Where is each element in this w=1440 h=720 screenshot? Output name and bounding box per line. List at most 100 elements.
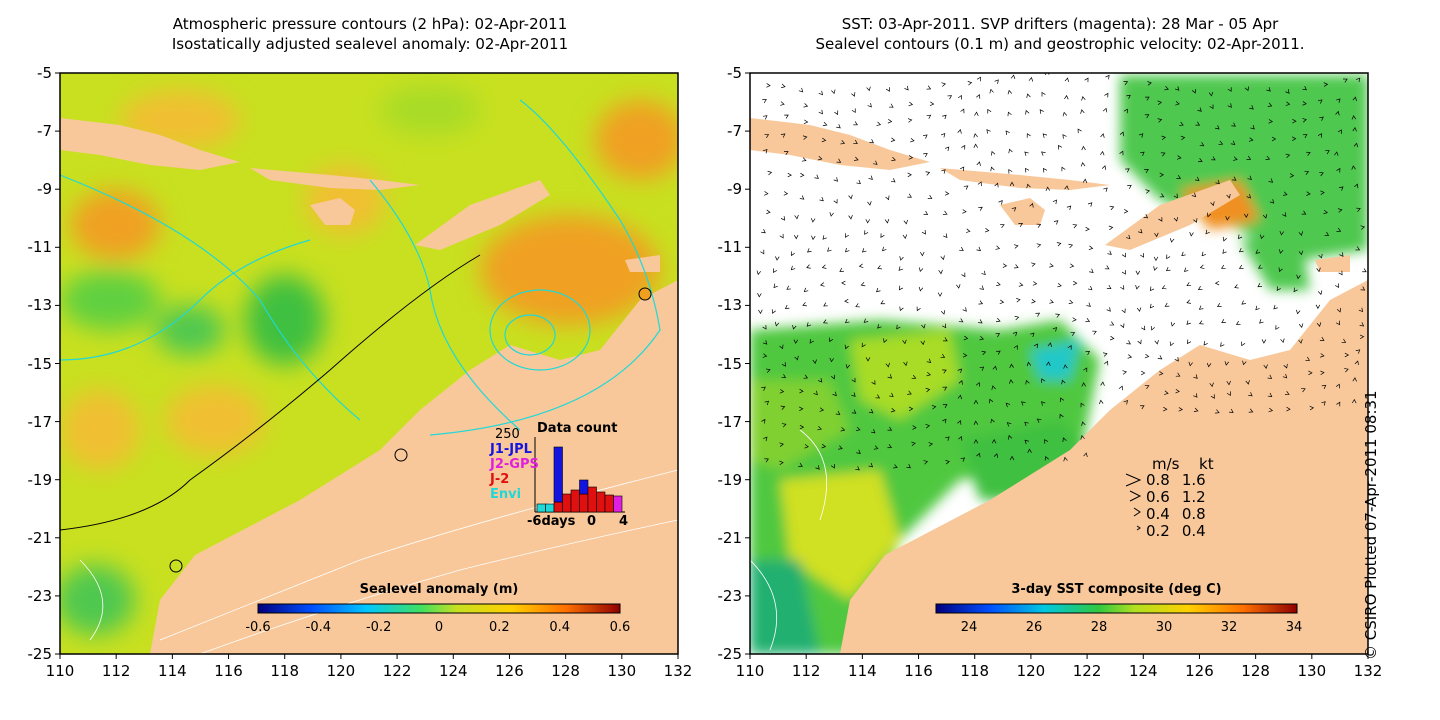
arrow-0.8	[1125, 473, 1142, 487]
lon-tick-label: 118	[270, 662, 300, 680]
velocity-vector	[1195, 121, 1201, 126]
velocity-vector	[957, 394, 963, 400]
velocity-vector	[1041, 151, 1046, 156]
small-island-land	[625, 255, 660, 272]
velocity-vector	[1080, 109, 1085, 114]
velocity-vector	[896, 324, 901, 330]
velocity-vector	[1337, 208, 1343, 213]
data-count-inset	[534, 437, 625, 513]
velocity-vector	[1149, 286, 1155, 292]
velocity-vector	[1197, 107, 1202, 112]
lon-tick-label: 132	[1353, 662, 1383, 680]
velocity-vector	[1046, 361, 1051, 366]
velocity-vector	[1062, 111, 1068, 117]
lat-tick-label: -25	[717, 645, 743, 663]
velocity-vector	[1144, 169, 1149, 173]
velocity-vector	[1354, 360, 1359, 366]
velocity-vector	[1227, 87, 1232, 92]
velocity-vector	[787, 172, 792, 178]
velocity-vector	[1194, 176, 1200, 182]
velocity-vector	[1234, 284, 1239, 289]
velocity-vector	[1211, 156, 1216, 161]
lat-tick-label: -23	[27, 586, 53, 605]
sst-colorbar-tick: 24	[960, 620, 978, 635]
velocity-vector	[803, 374, 809, 379]
velocity-vector	[1227, 103, 1232, 108]
velocity-vector	[1009, 181, 1015, 187]
velocity-vector	[1188, 361, 1193, 367]
velocity-vector	[960, 457, 966, 462]
velocity-vector	[1145, 189, 1151, 194]
velocity-vector	[1193, 218, 1198, 223]
velocity-vector	[775, 256, 780, 261]
velocity-vector	[899, 306, 904, 312]
velocity-vector	[1082, 178, 1088, 184]
velocity-vector	[794, 214, 799, 220]
velocity-vector	[1220, 342, 1225, 347]
velocity-vector	[1215, 125, 1220, 130]
velocity-vector	[989, 398, 994, 404]
data-count-bar	[553, 501, 563, 513]
velocity-vector	[1242, 360, 1247, 366]
velocity-vector	[1241, 341, 1246, 347]
velocity-vector	[1057, 282, 1062, 288]
velocity-vector	[861, 248, 867, 253]
velocity-vector	[819, 196, 824, 202]
velocity-vector	[1186, 320, 1191, 325]
velocity-vector	[889, 103, 894, 108]
velocity-vector	[1174, 357, 1179, 362]
velocity-vector	[1231, 122, 1236, 127]
velocity-vector	[1123, 108, 1128, 114]
velocity-vector	[923, 134, 928, 139]
velocity-vector	[907, 193, 912, 198]
velocity-vector	[1320, 353, 1325, 358]
velocity-vector	[912, 425, 917, 430]
velocity-vector	[1177, 155, 1182, 160]
velocity-vector	[821, 443, 827, 449]
velocity-vector	[904, 85, 909, 91]
velocity-vector	[867, 102, 872, 108]
velocity-vector	[761, 386, 766, 391]
velocity-vector	[963, 335, 969, 341]
right-title-line2: Sealevel contours (0.1 m) and geostrophi…	[815, 35, 1305, 53]
velocity-vector	[845, 247, 850, 253]
velocity-vector	[883, 338, 888, 343]
velocity-vector	[1121, 308, 1126, 314]
velocity-vector	[1026, 361, 1032, 367]
velocity-vector	[977, 319, 983, 324]
velocity-vector	[1210, 201, 1215, 207]
velocity-vector	[957, 420, 962, 425]
velocity-vector	[1045, 186, 1051, 191]
velocity-vector	[1069, 263, 1075, 268]
velocity-vector	[976, 246, 982, 252]
velocity-vector	[829, 357, 834, 363]
sealevel-anomaly-map	[60, 73, 678, 654]
speed-ms-value: 0.2	[1146, 522, 1170, 540]
velocity-vector	[1101, 165, 1107, 170]
velocity-vector	[1335, 283, 1340, 289]
velocity-vector	[1338, 270, 1343, 276]
velocity-vector	[1336, 307, 1342, 313]
velocity-vector	[780, 133, 786, 138]
velocity-vector	[1178, 407, 1183, 412]
velocity-vector	[1246, 155, 1252, 160]
velocity-vector	[1009, 363, 1014, 369]
velocity-vector	[1063, 364, 1068, 369]
velocity-vector	[823, 302, 828, 307]
speed-kt-value: 0.4	[1181, 522, 1206, 540]
pressure-contours	[60, 99, 661, 436]
velocity-vector	[1080, 434, 1085, 440]
velocity-vector	[921, 323, 926, 329]
velocity-vector	[1161, 285, 1167, 290]
velocity-vector	[1226, 193, 1231, 199]
velocity-vector	[962, 307, 967, 312]
velocity-vector	[851, 377, 856, 383]
velocity-vector	[877, 265, 882, 270]
velocity-vector	[1175, 101, 1180, 106]
velocity-vector	[1265, 155, 1271, 160]
velocity-vector	[1189, 232, 1194, 237]
velocity-vector	[1089, 268, 1094, 273]
velocity-vector	[991, 438, 997, 444]
small-island-land	[1315, 255, 1350, 272]
velocity-vector	[870, 428, 876, 434]
